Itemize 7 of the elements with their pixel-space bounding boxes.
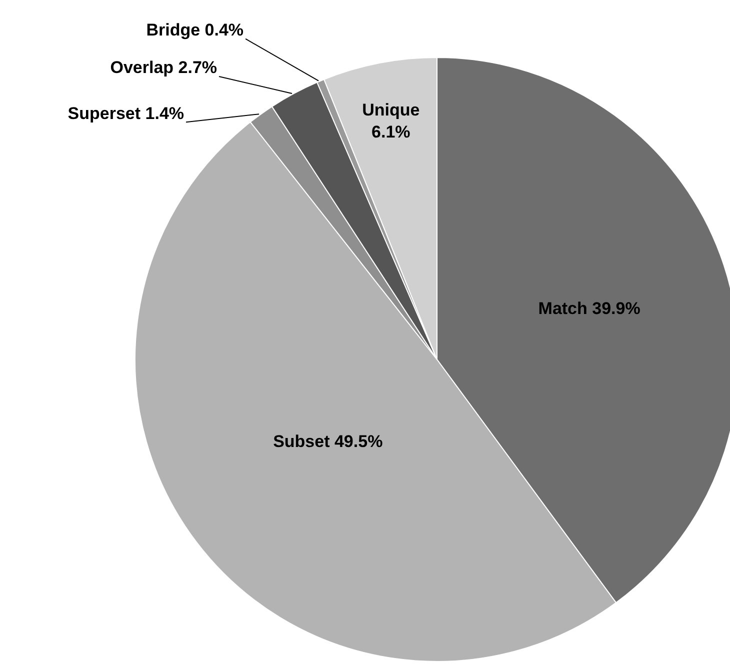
slice-label: Overlap 2.7% [110, 58, 218, 78]
slice-label: Superset 1.4% [68, 104, 184, 123]
slice-label: Subset 49.5% [273, 432, 383, 452]
slice-label: Match 39.9% [538, 299, 640, 318]
data-label: 6.1% [372, 122, 410, 142]
slice-label: Bridge 0.4% [146, 20, 244, 40]
slice-label: Unique [362, 100, 420, 120]
